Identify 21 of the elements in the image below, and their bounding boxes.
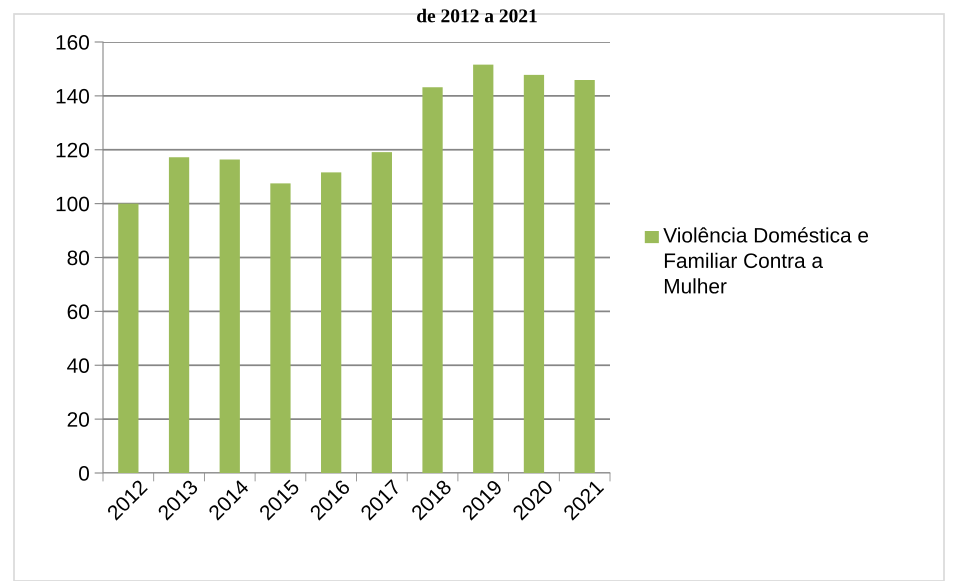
y-tick-label: 20 [68, 412, 89, 427]
y-tick-label: 0 [79, 466, 89, 481]
bar [321, 172, 342, 473]
bar [524, 74, 544, 473]
chart-title: de 2012 a 2021 [417, 8, 537, 22]
y-tick-label: 60 [68, 304, 89, 320]
y-tick-label: 120 [56, 142, 89, 158]
y-tick-label: 140 [56, 88, 89, 104]
y-tick-label: 160 [56, 35, 89, 50]
bar [422, 87, 443, 473]
bar [372, 152, 392, 473]
bar [118, 204, 138, 473]
bar [168, 157, 190, 473]
bar [473, 64, 494, 473]
y-tick-label: 40 [67, 358, 89, 374]
bar [574, 80, 595, 473]
bar [270, 183, 291, 473]
y-tick-label: 100 [56, 196, 89, 212]
bar [220, 159, 240, 473]
y-tick-label: 80 [68, 250, 89, 266]
legend-label: Violência Doméstica e Familiar Contra a Mulher [663, 227, 868, 294]
